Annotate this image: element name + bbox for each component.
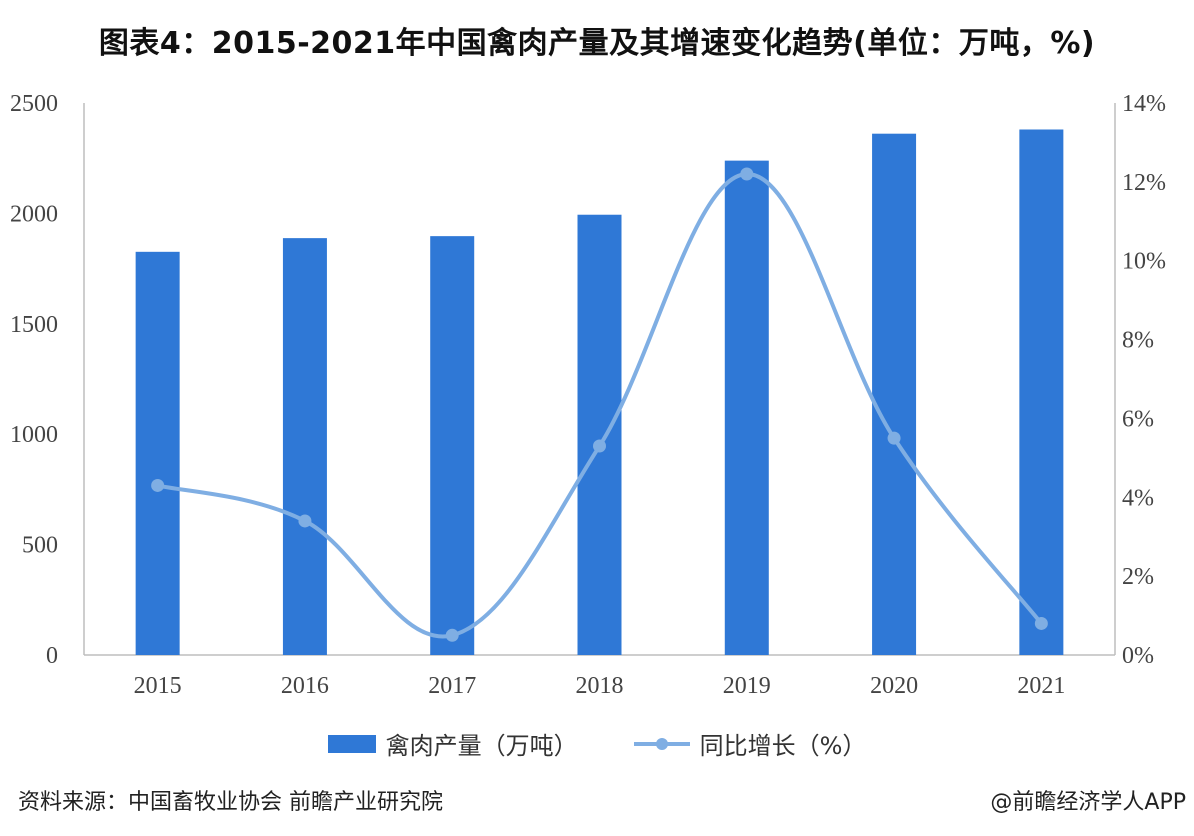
legend-bar-swatch <box>327 734 376 753</box>
x-tick-label: 2020 <box>870 673 918 699</box>
y-left-tick-label: 2000 <box>10 201 58 227</box>
growth-point <box>1034 616 1048 630</box>
growth-point <box>445 628 459 642</box>
legend-item-line: 同比增长（%） <box>633 726 867 761</box>
x-tick-label: 2015 <box>134 673 182 699</box>
x-tick-label: 2018 <box>576 673 624 699</box>
bar <box>1019 129 1064 656</box>
y-left-tick-label: 0 <box>46 643 58 669</box>
y-right-tick-label: 6% <box>1122 406 1154 432</box>
x-tick-label: 2021 <box>1017 673 1065 699</box>
legend-line-label: 同比增长（%） <box>699 732 867 760</box>
y-right-tick-label: 0% <box>1122 643 1154 669</box>
growth-point <box>151 478 165 492</box>
y-right-tick-label: 14% <box>1122 91 1166 117</box>
legend-line-swatch <box>633 734 690 754</box>
legend-item-bar: 禽肉产量（万吨） <box>327 726 578 761</box>
bar <box>135 251 180 655</box>
x-tick-label: 2019 <box>723 673 771 699</box>
growth-point <box>593 439 606 453</box>
y-right-tick-label: 8% <box>1122 328 1154 354</box>
y-left-tick-label: 1500 <box>10 312 58 338</box>
y-left-tick-label: 2500 <box>10 91 58 117</box>
y-right-tick-label: 2% <box>1122 564 1154 590</box>
growth-point <box>887 431 901 445</box>
bar <box>724 160 769 656</box>
y-right-tick-label: 10% <box>1122 249 1166 275</box>
growth-point <box>740 167 754 181</box>
x-tick-label: 2016 <box>281 673 329 699</box>
bar <box>872 133 917 656</box>
chart-title: 图表4：2015-2021年中国禽肉产量及其增速变化趋势(单位：万吨，%) <box>98 26 1096 61</box>
y-right-tick-label: 12% <box>1122 170 1166 196</box>
legend-bar-label: 禽肉产量（万吨） <box>385 732 578 760</box>
growth-point <box>298 514 312 528</box>
y-left-tick-label: 1000 <box>10 422 58 448</box>
y-left-tick-label: 500 <box>22 533 58 559</box>
legend: 禽肉产量（万吨） 同比增长（%） <box>0 726 1194 761</box>
bar <box>577 214 622 655</box>
bar <box>430 236 475 655</box>
y-right-tick-label: 4% <box>1122 485 1154 511</box>
x-tick-label: 2017 <box>428 673 476 699</box>
source-note: 资料来源：中国畜牧业协会 前瞻产业研究院 <box>18 790 443 815</box>
bar <box>282 238 327 656</box>
credit-note: @前瞻经济学人APP <box>990 790 1186 815</box>
